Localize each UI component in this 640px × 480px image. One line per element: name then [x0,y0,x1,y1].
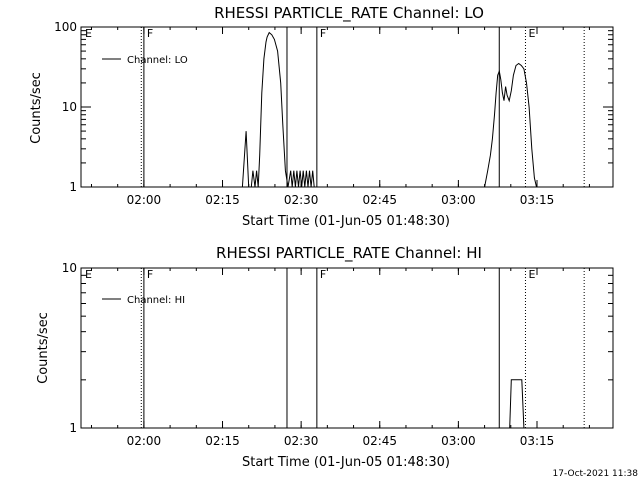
x-axis-label: Start Time (01-Jun-05 01:48:30) [242,214,450,229]
chart-panel-lo: RHESSI PARTICLE_RATE Channel: LO Start T… [29,4,614,229]
x-tick-label: 03:15 [520,193,555,207]
x-tick-label: 02:15 [205,193,240,207]
event-marker-label: F [147,268,153,281]
y-tick-label: 1 [69,180,77,194]
legend-label-hi: Channel: HI [127,295,185,306]
legend: Channel: HI [102,295,185,306]
event-marker-label: F [320,27,326,40]
chart-panel-hi: RHESSI PARTICLE_RATE Channel: HI Start T… [36,244,614,470]
legend-label-lo: Channel: LO [127,55,188,66]
plot-frame [80,267,614,429]
y-tick-label: 10 [62,100,77,114]
chart-title: RHESSI PARTICLE_RATE Channel: HI [216,244,482,263]
y-tick-label: 1 [69,421,77,435]
event-marker-label: E [85,27,92,40]
x-tick-label: 02:45 [362,193,397,207]
x-tick-label: 02:15 [205,434,240,448]
x-tick-label: 02:00 [127,434,162,448]
x-axis-label: Start Time (01-Jun-05 01:48:30) [242,455,450,470]
x-tick-label: 02:45 [362,434,397,448]
y-axis-label: Counts/sec [36,312,51,384]
legend: Channel: LO [102,55,188,66]
x-tick-label: 03:00 [441,193,476,207]
x-tick-label: 03:15 [520,434,555,448]
series-line [241,31,537,188]
y-tick-label: 100 [54,20,77,34]
event-marker-label: E [528,268,535,281]
event-marker-label: F [320,268,326,281]
event-marker-label: E [85,268,92,281]
x-tick-label: 02:00 [127,193,162,207]
x-tick-label: 02:30 [284,434,319,448]
y-axis-label: Counts/sec [29,72,44,144]
y-tick-label: 10 [62,261,77,275]
chart-title: RHESSI PARTICLE_RATE Channel: LO [214,4,484,23]
series-line [505,379,525,429]
event-marker-label: E [528,27,535,40]
event-marker-label: F [147,27,153,40]
x-tick-label: 02:30 [284,193,319,207]
timestamp-footer: 17-Oct-2021 11:38 [553,469,639,479]
x-tick-label: 03:00 [441,434,476,448]
